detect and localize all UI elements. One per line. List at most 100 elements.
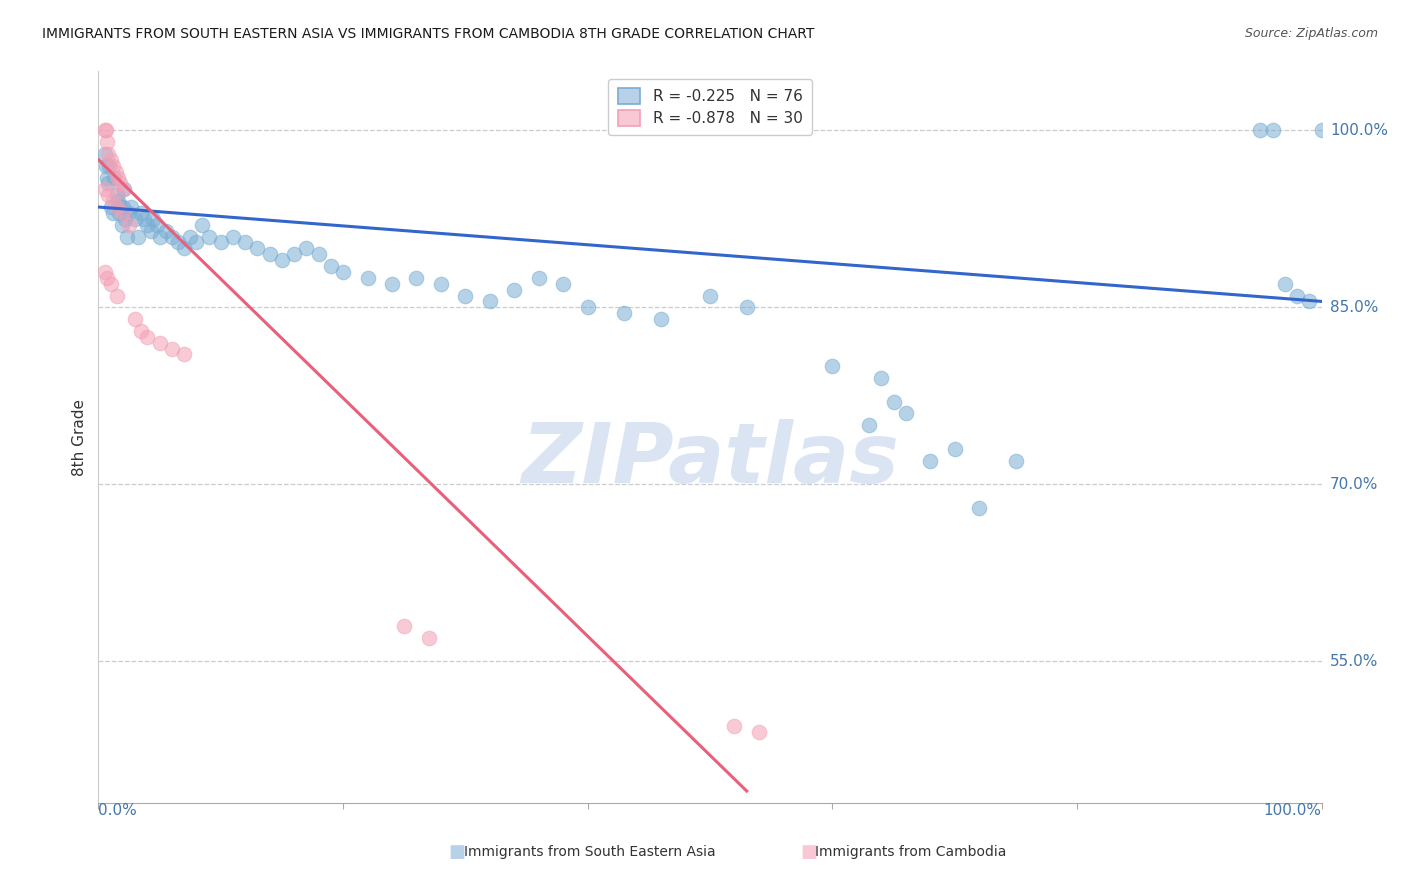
Point bbox=[101, 206, 124, 220]
Point bbox=[101, 194, 124, 208]
Point bbox=[111, 206, 134, 220]
Point bbox=[576, 301, 599, 315]
Point bbox=[1004, 453, 1026, 467]
Point bbox=[100, 153, 122, 167]
Point bbox=[894, 407, 917, 421]
Point bbox=[96, 135, 118, 149]
Point bbox=[748, 725, 770, 739]
Point bbox=[1274, 277, 1296, 291]
Point bbox=[160, 229, 183, 244]
Point bbox=[179, 229, 201, 244]
Point bbox=[112, 182, 135, 196]
Text: 100.0%: 100.0% bbox=[1264, 803, 1322, 818]
Point bbox=[100, 200, 122, 214]
Point bbox=[127, 229, 149, 244]
Point bbox=[821, 359, 844, 374]
Point bbox=[1298, 294, 1320, 309]
Point bbox=[93, 123, 115, 137]
Text: Immigrants from South Eastern Asia: Immigrants from South Eastern Asia bbox=[464, 845, 716, 859]
Point bbox=[381, 277, 404, 291]
Point bbox=[283, 247, 305, 261]
Point bbox=[146, 218, 169, 232]
Point bbox=[160, 342, 183, 356]
Point bbox=[111, 182, 134, 196]
Point bbox=[107, 194, 129, 208]
Point bbox=[110, 177, 132, 191]
Point bbox=[308, 247, 330, 261]
Point bbox=[319, 259, 342, 273]
Point bbox=[1310, 123, 1333, 137]
Point bbox=[454, 288, 477, 302]
Point bbox=[650, 312, 672, 326]
Point bbox=[883, 394, 905, 409]
Point bbox=[97, 177, 120, 191]
Point bbox=[197, 229, 219, 244]
Point bbox=[723, 719, 745, 733]
Point bbox=[124, 211, 146, 226]
Point bbox=[111, 200, 134, 214]
Point bbox=[186, 235, 208, 250]
Point bbox=[115, 229, 138, 244]
Point bbox=[105, 288, 128, 302]
Point bbox=[392, 619, 416, 633]
Legend: R = -0.225   N = 76, R = -0.878   N = 30: R = -0.225 N = 76, R = -0.878 N = 30 bbox=[609, 79, 811, 136]
Point bbox=[110, 200, 132, 214]
Point bbox=[104, 164, 127, 178]
Point bbox=[430, 277, 453, 291]
Point bbox=[173, 347, 195, 361]
Text: Source: ZipAtlas.com: Source: ZipAtlas.com bbox=[1244, 27, 1378, 40]
Point bbox=[503, 283, 526, 297]
Point bbox=[111, 218, 134, 232]
Point bbox=[136, 330, 159, 344]
Point bbox=[233, 235, 256, 250]
Point bbox=[93, 147, 115, 161]
Point bbox=[943, 442, 966, 456]
Point bbox=[101, 159, 124, 173]
Text: 0.0%: 0.0% bbox=[98, 803, 138, 818]
Point bbox=[132, 211, 155, 226]
Point bbox=[94, 159, 117, 173]
Point bbox=[98, 159, 121, 173]
Point bbox=[108, 206, 131, 220]
Point bbox=[118, 206, 141, 220]
Text: ■: ■ bbox=[800, 843, 817, 861]
Point bbox=[97, 147, 120, 161]
Point bbox=[405, 270, 427, 285]
Point bbox=[613, 306, 636, 320]
Point bbox=[96, 270, 118, 285]
Point bbox=[124, 312, 146, 326]
Point bbox=[1249, 123, 1271, 137]
Y-axis label: 8th Grade: 8th Grade bbox=[72, 399, 87, 475]
Point bbox=[136, 218, 159, 232]
Point bbox=[118, 218, 141, 232]
Point bbox=[94, 123, 117, 137]
Point bbox=[155, 224, 177, 238]
Point bbox=[699, 288, 721, 302]
Point bbox=[1261, 123, 1284, 137]
Point bbox=[114, 211, 136, 226]
Point bbox=[553, 277, 575, 291]
Point bbox=[149, 229, 172, 244]
Point bbox=[100, 277, 122, 291]
Text: IMMIGRANTS FROM SOUTH EASTERN ASIA VS IMMIGRANTS FROM CAMBODIA 8TH GRADE CORRELA: IMMIGRANTS FROM SOUTH EASTERN ASIA VS IM… bbox=[42, 27, 814, 41]
Text: Immigrants from Cambodia: Immigrants from Cambodia bbox=[815, 845, 1007, 859]
Point bbox=[527, 270, 550, 285]
Point bbox=[105, 188, 128, 202]
Text: 70.0%: 70.0% bbox=[1330, 476, 1378, 491]
Point bbox=[93, 182, 115, 196]
Point bbox=[105, 200, 128, 214]
Point bbox=[96, 170, 118, 185]
Point bbox=[332, 265, 354, 279]
Point bbox=[356, 270, 378, 285]
Point bbox=[295, 241, 318, 255]
Point bbox=[149, 335, 172, 350]
Point bbox=[103, 170, 125, 185]
Point bbox=[129, 206, 152, 220]
Text: 100.0%: 100.0% bbox=[1330, 123, 1388, 138]
Point bbox=[967, 500, 990, 515]
Point bbox=[418, 631, 440, 645]
Point bbox=[107, 170, 129, 185]
Point bbox=[173, 241, 195, 255]
Point bbox=[222, 229, 245, 244]
Point bbox=[246, 241, 269, 255]
